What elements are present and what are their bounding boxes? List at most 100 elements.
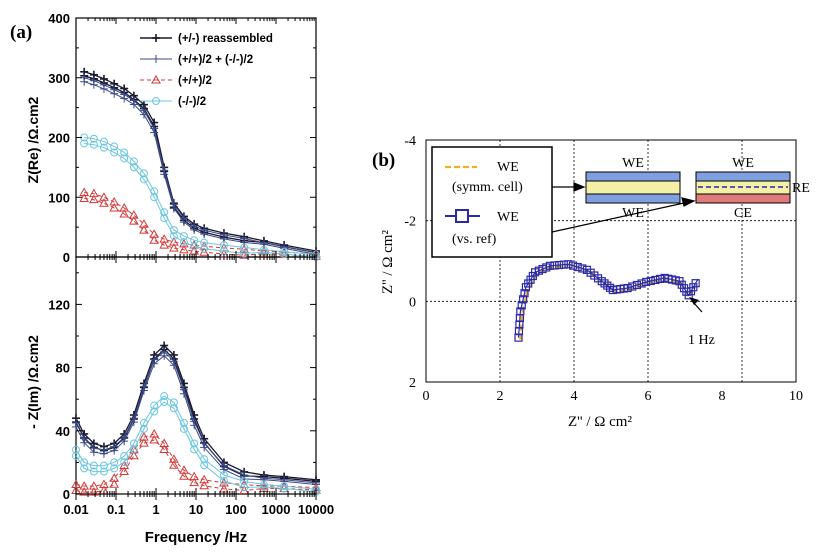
a-xticklabel-2: 1 bbox=[152, 502, 159, 517]
zre-series-3-point-0-5 bbox=[129, 157, 138, 166]
a-top-yticklabel-4: 400 bbox=[48, 11, 70, 26]
zim-series-3-point-1-13 bbox=[200, 461, 209, 470]
zre-series-3-point-0-1 bbox=[89, 134, 98, 143]
a-xticklabel-5: 1000 bbox=[262, 502, 291, 517]
zre-series-3-point-0-3 bbox=[110, 142, 119, 151]
zim-series-2-point-1-10 bbox=[169, 460, 179, 469]
legend-marker-3 bbox=[152, 97, 160, 105]
a-bot-yticklabel-2: 80 bbox=[56, 361, 70, 376]
legend-entry-reassembled: (+/-) reassembled bbox=[178, 33, 273, 45]
zim-series-2-point-1-5 bbox=[119, 466, 130, 476]
zim-series-2-point-1-7 bbox=[139, 438, 149, 447]
zre-series-3-point-0-10 bbox=[179, 232, 188, 241]
zim-series-3-point-1-4 bbox=[110, 464, 119, 473]
schematic-reference-cell: WE RE CE bbox=[695, 156, 810, 221]
a-top-yticklabel-1: 100 bbox=[48, 190, 70, 205]
zre-series-3-point-1-9 bbox=[169, 232, 178, 241]
schematic-2-top-label: WE bbox=[732, 156, 754, 171]
b-ref-point-9-1 bbox=[628, 282, 637, 291]
zre-series-3-point-0-15 bbox=[259, 245, 268, 254]
b-ref-point-1-2 bbox=[519, 295, 528, 304]
panel-a-label: (a) bbox=[10, 22, 32, 43]
panel-b-ylabel: Z'' / Ω cm² bbox=[380, 230, 396, 294]
zim-series-3-point-1-17 bbox=[280, 484, 289, 493]
zim-series-2-point-1-12 bbox=[189, 477, 200, 487]
zim-series-3-point-0-3 bbox=[99, 461, 108, 470]
b-ref-point-4-3 bbox=[559, 260, 568, 269]
zim-series-3-point-0-2 bbox=[89, 461, 98, 470]
zre-series-3-point-1-3 bbox=[110, 148, 119, 157]
b-ref-point-10-3 bbox=[655, 274, 665, 284]
zre-series-3-point-0-8 bbox=[160, 208, 169, 217]
zre-series-2-point-1-4 bbox=[119, 208, 130, 218]
b-yticklabel-2: 0 bbox=[409, 295, 416, 310]
legend-ref-sublabel: (vs. ref) bbox=[452, 232, 497, 247]
b-xticklabel-2: 4 bbox=[571, 389, 578, 404]
zre-series-3-point-1-8 bbox=[160, 214, 169, 223]
b-ref-point-9-0 bbox=[623, 283, 632, 293]
schematic-arrows bbox=[551, 182, 696, 233]
zim-series-3-point-1-1 bbox=[80, 464, 89, 473]
schematic-2-re-label: RE bbox=[792, 181, 810, 196]
a-top-yticklabel-3: 300 bbox=[48, 71, 70, 86]
zre-series-2-point-1-8 bbox=[159, 240, 170, 249]
panel-b: (b) 0 2 4 6 8 10-4-202 Z'' / Ω cm² Z'' / Ω cm… bbox=[372, 134, 810, 430]
b-ref-point-7-2 bbox=[603, 281, 612, 290]
legend-entry-plusplus: (+/+)/2 bbox=[178, 75, 212, 87]
panel-b-label: (b) bbox=[372, 150, 395, 171]
zim-series-3-point-0-12 bbox=[190, 439, 199, 448]
annotation-1hz-label: 1 Hz bbox=[688, 333, 715, 348]
zim-series-3-point-0-10 bbox=[169, 398, 178, 407]
panel-a-xlabel: Frequency /Hz bbox=[145, 529, 248, 546]
b-ref-point-4-2 bbox=[555, 260, 564, 270]
b-ref-point-9-3 bbox=[637, 279, 646, 288]
zim-series-3-point-0-16 bbox=[259, 480, 268, 489]
b-ref-point-10-0 bbox=[642, 277, 651, 287]
zre-series-3-point-1-12 bbox=[200, 244, 209, 253]
schematic-1-bottom-label: WE bbox=[622, 206, 644, 221]
panel-a-bottom-ylabel: - Z(Im) /Ω.cm2 bbox=[25, 335, 41, 429]
zim-series-3-point-1-3 bbox=[99, 467, 108, 476]
zre-series-3-point-0-4 bbox=[120, 148, 129, 157]
b-ref-point-7-0 bbox=[597, 277, 606, 286]
b-ref-point-1-3 bbox=[520, 289, 529, 298]
legend-entry-minusminus: (-/-)/2 bbox=[178, 96, 206, 108]
zim-series-3-point-1-5 bbox=[120, 458, 129, 467]
zre-series-3-point-0-2 bbox=[99, 137, 108, 146]
zre-series-2-point-1-7 bbox=[149, 235, 160, 244]
annotation-1hz: 1 Hz bbox=[688, 297, 715, 348]
zim-series-3-line-0 bbox=[75, 395, 317, 490]
zim-series-2-point-1-9 bbox=[159, 444, 170, 453]
zim-series-3-point-1-16 bbox=[259, 482, 268, 491]
b-ref-point-7-1 bbox=[600, 279, 609, 288]
zre-series-3-point-1-1 bbox=[89, 140, 98, 149]
zim-series-2-point-1-13 bbox=[199, 480, 210, 490]
zre-series-3-point-1-5 bbox=[129, 163, 138, 172]
zre-series-3-point-1-2 bbox=[99, 143, 108, 152]
zre-series-2-point-1-3 bbox=[109, 203, 120, 212]
zre-series-3-point-1-11 bbox=[190, 242, 199, 251]
a-top-yticklabel-0: 0 bbox=[63, 250, 70, 265]
a-bot-yticklabel-0: 0 bbox=[63, 487, 70, 502]
zim-series-3-point-0-5 bbox=[120, 452, 129, 461]
a-xticklabel-3: 10 bbox=[189, 502, 203, 517]
zre-series-2-point-1-0 bbox=[79, 193, 90, 202]
panel-a-legend: (+/-) reassembled (+/+)/2 + (-/-)/2 (+/+… bbox=[140, 33, 273, 108]
b-yticklabel-1: -2 bbox=[404, 215, 416, 230]
a-top-yticklabel-2: 200 bbox=[48, 131, 70, 146]
b-ref-point-5-1 bbox=[568, 261, 578, 270]
zim-series-3-point-0-0 bbox=[72, 445, 80, 454]
zim-series-3-point-1-11 bbox=[179, 424, 188, 433]
zim-series-3-point-1-7 bbox=[139, 424, 148, 433]
panel-a: 0.01 0.1 1 10 100 1000 10000 100 200 300 400 0 0 40 80… bbox=[10, 11, 334, 546]
legend-entry-sum: (+/+)/2 + (-/-)/2 bbox=[178, 54, 253, 66]
b-xticklabel-1: 2 bbox=[497, 389, 504, 404]
zim-series-3-point-1-8 bbox=[150, 407, 159, 416]
panel-b-legend-box bbox=[431, 146, 553, 258]
b-xticklabel-3: 6 bbox=[645, 389, 652, 404]
zre-series-2-point-1-14 bbox=[239, 250, 250, 259]
zim-series-2-point-1-2 bbox=[89, 487, 99, 496]
legend-symm-sublabel: (symm. cell) bbox=[452, 180, 523, 195]
zre-series-3-point-0-11 bbox=[190, 236, 199, 245]
